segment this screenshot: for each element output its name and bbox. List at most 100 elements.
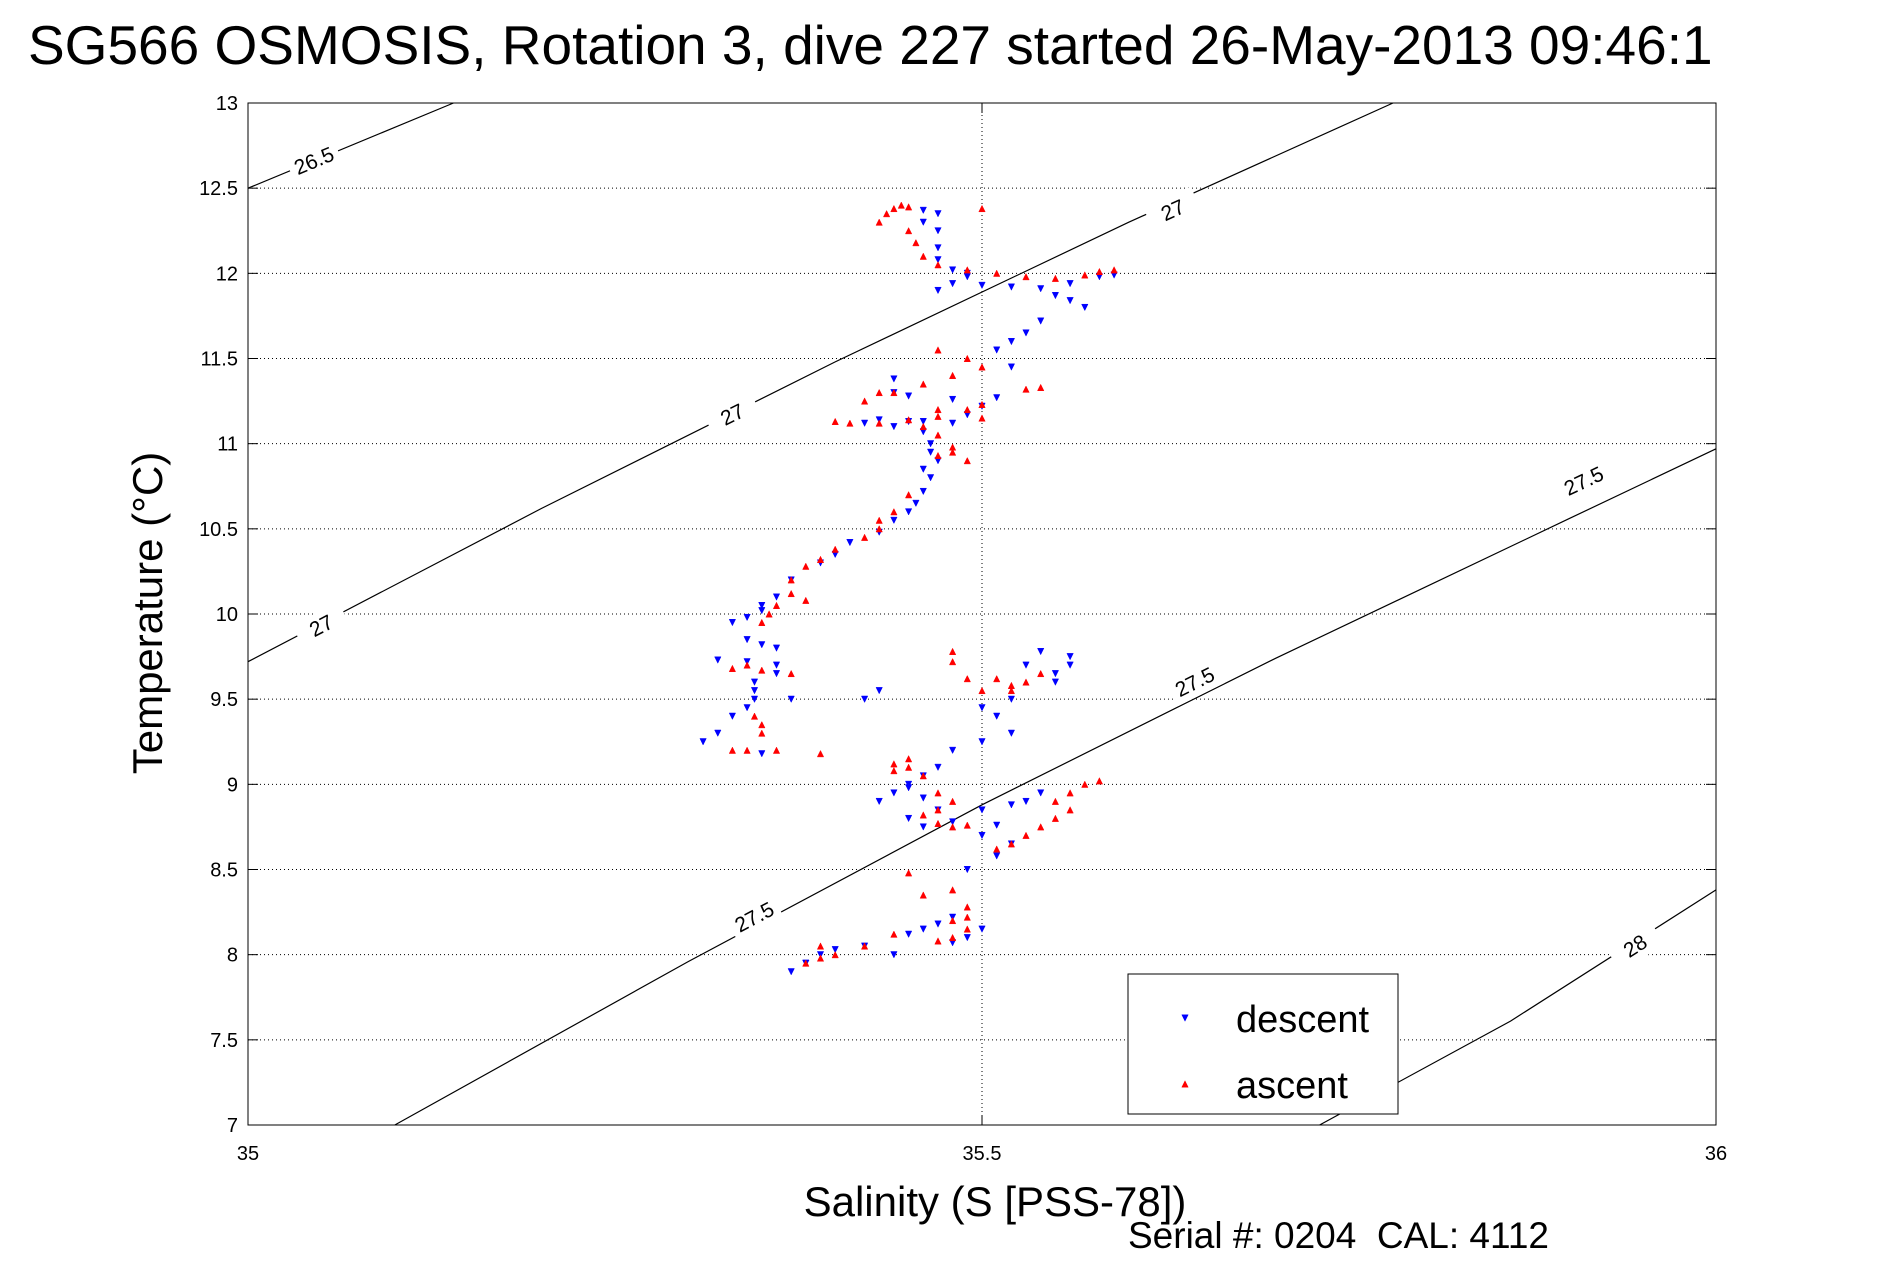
contour-label-bg — [724, 892, 784, 942]
y-tick-label: 12 — [216, 263, 238, 285]
contour-label-bg — [1605, 920, 1665, 972]
descent-point — [948, 746, 957, 755]
descent-point — [1007, 729, 1016, 737]
ascent-point — [890, 508, 898, 516]
isopycnal-line — [247, 102, 454, 189]
ascent-point — [875, 388, 883, 397]
descent-point — [758, 602, 766, 610]
contour-label-bg — [284, 138, 344, 184]
descent-point — [978, 806, 986, 814]
descent-point — [860, 695, 869, 703]
descent-point — [875, 797, 883, 806]
descent-point — [890, 516, 898, 525]
ascent-point — [963, 913, 971, 921]
ascent-point — [978, 414, 986, 422]
ascent-point — [993, 674, 1001, 683]
ascent-point — [963, 405, 971, 414]
y-tick-label: 11.5 — [201, 349, 238, 371]
series-descent — [699, 206, 1118, 976]
descent-point — [1051, 292, 1060, 300]
ascent-point — [750, 712, 759, 720]
ascent-point — [1095, 267, 1104, 276]
descent-point — [904, 508, 913, 516]
legend-box — [1127, 973, 1399, 1115]
descent-point — [978, 925, 986, 933]
descent-point — [993, 821, 1001, 829]
ascent-point — [1022, 678, 1030, 686]
ascent-point — [919, 772, 927, 780]
ascent-point — [1037, 383, 1045, 391]
ascent-point — [904, 763, 913, 771]
descent-point — [1066, 653, 1074, 661]
descent-point — [758, 607, 766, 615]
ascent-point — [1051, 274, 1060, 282]
x-axis-label: Salinity (S [PSS-78]) — [804, 1178, 1187, 1225]
descent-point — [919, 823, 927, 831]
descent-point — [919, 418, 927, 426]
ascent-point — [758, 729, 766, 737]
descent-point — [1081, 303, 1089, 312]
ascent-point — [919, 252, 927, 260]
ascent-point — [875, 525, 883, 533]
ascent-point — [1081, 271, 1089, 279]
descent-point — [926, 474, 935, 482]
descent-point — [993, 712, 1001, 720]
descent-point — [728, 619, 737, 627]
isopycnal-line — [394, 448, 1717, 1126]
ascent-point — [934, 819, 942, 827]
descent-point — [934, 227, 942, 235]
ascent-point — [948, 657, 957, 666]
descent-point — [743, 613, 751, 622]
ascent-point — [831, 545, 839, 553]
descent-point — [926, 440, 935, 448]
ascent-point — [904, 869, 913, 877]
ascent-point — [802, 959, 810, 967]
y-tick-label: 7 — [227, 1115, 238, 1137]
ascent-point — [860, 942, 869, 950]
series-ascent — [728, 201, 1118, 967]
descent-point — [787, 968, 795, 976]
descent-point — [750, 678, 759, 686]
descent-point — [1007, 283, 1016, 291]
descent-point — [699, 738, 707, 746]
descent-point — [1066, 661, 1074, 669]
descent-point — [934, 920, 942, 928]
descent-point — [772, 661, 781, 669]
ascent-point — [948, 371, 957, 379]
descent-point — [890, 423, 898, 431]
ascent-point — [934, 405, 942, 414]
ascent-point — [787, 576, 795, 584]
ascent-point — [743, 746, 751, 754]
descent-point — [758, 641, 766, 649]
y-tick-label: 9.5 — [210, 689, 238, 711]
ascent-point — [1051, 814, 1060, 822]
ascent-point — [904, 416, 913, 424]
descent-point — [919, 206, 927, 215]
ascent-point — [963, 354, 971, 362]
ascent-point — [1095, 777, 1104, 785]
ascent-point — [1110, 266, 1118, 274]
descent-point — [1051, 678, 1060, 686]
ascent-point — [728, 664, 737, 672]
ascent-point — [787, 589, 795, 598]
ascent-point — [743, 661, 751, 669]
y-tick-label: 10.5 — [199, 519, 238, 541]
descent-point — [743, 704, 751, 712]
descent-point — [831, 946, 839, 954]
ascent-point — [963, 674, 971, 683]
y-tick-label: 10 — [216, 604, 238, 626]
descent-point — [948, 266, 957, 274]
descent-point — [750, 687, 759, 695]
descent-point — [948, 818, 957, 826]
ascent-point — [919, 811, 927, 819]
ascent-point — [948, 797, 957, 805]
ascent-point — [765, 610, 773, 618]
ascent-point — [978, 363, 986, 371]
descent-point — [919, 465, 927, 473]
ascent-point — [802, 562, 810, 570]
descent-point — [1066, 280, 1074, 288]
x-tick-label: 36 — [1705, 1143, 1727, 1165]
descent-point — [963, 866, 971, 874]
descent-point — [1037, 648, 1045, 656]
